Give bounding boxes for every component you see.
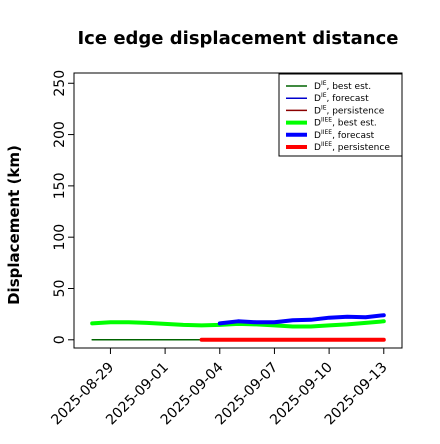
legend-label-5: DIIEE, forecast [314,129,375,141]
y-tick-label: 100 [52,224,68,251]
chart-title: Ice edge displacement distance [77,28,398,49]
legend-label-6: DIIEE, persistence [314,141,390,153]
series-line-5 [217,313,386,326]
series-line-4 [90,319,386,329]
legend-box [278,73,403,157]
y-tick-label: 0 [52,335,68,344]
y-tick-label: 150 [52,173,68,200]
y-tick-label: 250 [52,70,68,97]
y-axis-label: Displacement (km) [5,145,23,305]
plot-frame [73,72,403,349]
legend-label-4: DIIEE, best est. [314,117,377,129]
y-tick-label: 200 [52,121,68,148]
legend-label-1: DIE, best est. [314,80,371,92]
y-tick-label: 50 [52,280,68,298]
legend-label-2: DIE, forecast [314,92,369,104]
legend-label-3: DIE, persistence [314,104,385,116]
